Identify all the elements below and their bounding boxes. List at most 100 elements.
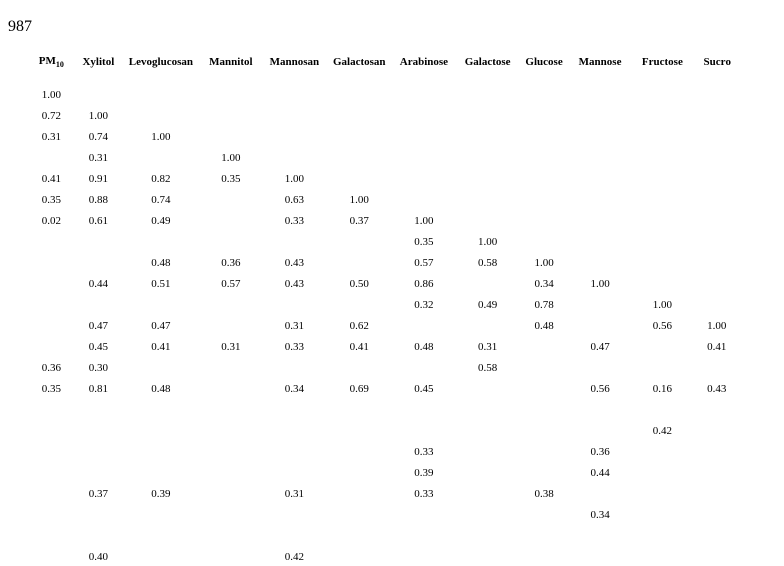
cell: 0.34: [569, 504, 632, 525]
cell: [327, 462, 392, 483]
cell: [28, 273, 74, 294]
row-label: rose: [0, 315, 28, 336]
cell: [631, 462, 693, 483]
cell: [456, 84, 519, 105]
cell: [74, 441, 122, 462]
cell: [28, 504, 74, 525]
cell: [199, 315, 262, 336]
cell: 0.81: [74, 378, 122, 399]
cell: 0.47: [569, 336, 632, 357]
hdr-fructose: Fructose: [631, 46, 693, 84]
cell: [28, 441, 74, 462]
cell: [327, 546, 392, 566]
cell: [631, 525, 693, 546]
row-label: ctose: [0, 294, 28, 315]
cell: 0.40: [74, 546, 122, 566]
cell: 0.33: [392, 483, 456, 504]
cell: [519, 105, 568, 126]
cell: 0.41: [28, 168, 74, 189]
cell: [456, 399, 519, 420]
cell: [456, 378, 519, 399]
row-label: glucosan: [0, 126, 28, 147]
row-label: g2+: [0, 546, 28, 566]
cell: [28, 252, 74, 273]
cell: [631, 441, 693, 462]
cell: [122, 231, 199, 252]
cell: [631, 336, 693, 357]
cell: 0.30: [74, 357, 122, 378]
cell: [28, 399, 74, 420]
cell: 0.31: [74, 147, 122, 168]
cell: [456, 546, 519, 566]
cell: 0.39: [392, 462, 456, 483]
line-number: 987: [8, 18, 32, 36]
cell: [456, 315, 519, 336]
cell: [199, 546, 262, 566]
cell: 0.74: [74, 126, 122, 147]
cell: 0.72: [28, 105, 74, 126]
cell: [392, 315, 456, 336]
cell: [519, 189, 568, 210]
cell: 0.35: [392, 231, 456, 252]
cell: [456, 147, 519, 168]
cell: [631, 399, 693, 420]
cell: 1.00: [631, 294, 693, 315]
cell: [519, 84, 568, 105]
cell: [519, 462, 568, 483]
cell: [327, 294, 392, 315]
table-row: O42-0.390.44: [0, 462, 740, 483]
cell: [392, 105, 456, 126]
cell: [693, 147, 740, 168]
cell: [28, 546, 74, 566]
cell: [693, 294, 740, 315]
cell: [327, 483, 392, 504]
cell: 1.00: [199, 147, 262, 168]
cell: [456, 105, 519, 126]
table-row: actose0.351.00: [0, 231, 740, 252]
cell: [456, 168, 519, 189]
cell: 0.45: [74, 336, 122, 357]
cell: [327, 525, 392, 546]
cell: 0.86: [392, 273, 456, 294]
cell: [327, 504, 392, 525]
cell: 0.41: [327, 336, 392, 357]
row-label: actosan: [0, 189, 28, 210]
table-row: abinose0.020.610.490.330.371.00: [0, 210, 740, 231]
cell: [693, 462, 740, 483]
cell: [262, 357, 326, 378]
cell: [28, 336, 74, 357]
cell: [693, 441, 740, 462]
cell: [569, 252, 632, 273]
cell: 0.74: [122, 189, 199, 210]
table-row: C0.360.300.58: [0, 357, 740, 378]
cell: 0.49: [456, 294, 519, 315]
cell: [122, 357, 199, 378]
cell: [327, 420, 392, 441]
cell: [327, 105, 392, 126]
hdr-pm10: PM10: [28, 46, 74, 84]
cell: [456, 420, 519, 441]
cell: [199, 126, 262, 147]
cell: 0.34: [262, 378, 326, 399]
row-label: OC: [0, 336, 28, 357]
cell: [631, 210, 693, 231]
cell: [693, 483, 740, 504]
cell: [519, 399, 568, 420]
cell: 0.35: [28, 189, 74, 210]
cell: [693, 252, 740, 273]
cell: 0.42: [262, 546, 326, 566]
hdr-mannitol: Mannitol: [199, 46, 262, 84]
row-label: O42-: [0, 420, 28, 441]
row-label: C: [0, 357, 28, 378]
cell: [122, 147, 199, 168]
cell: 0.82: [122, 168, 199, 189]
row-label: O42-: [0, 441, 28, 462]
cell: [392, 525, 456, 546]
cell: [456, 462, 519, 483]
cell: 0.41: [693, 336, 740, 357]
table-row: OC0.450.410.310.330.410.480.310.470.41: [0, 336, 740, 357]
cell: [569, 210, 632, 231]
cell: [519, 231, 568, 252]
table-row: M101.00: [0, 84, 740, 105]
table-row: H4+0.34: [0, 504, 740, 525]
